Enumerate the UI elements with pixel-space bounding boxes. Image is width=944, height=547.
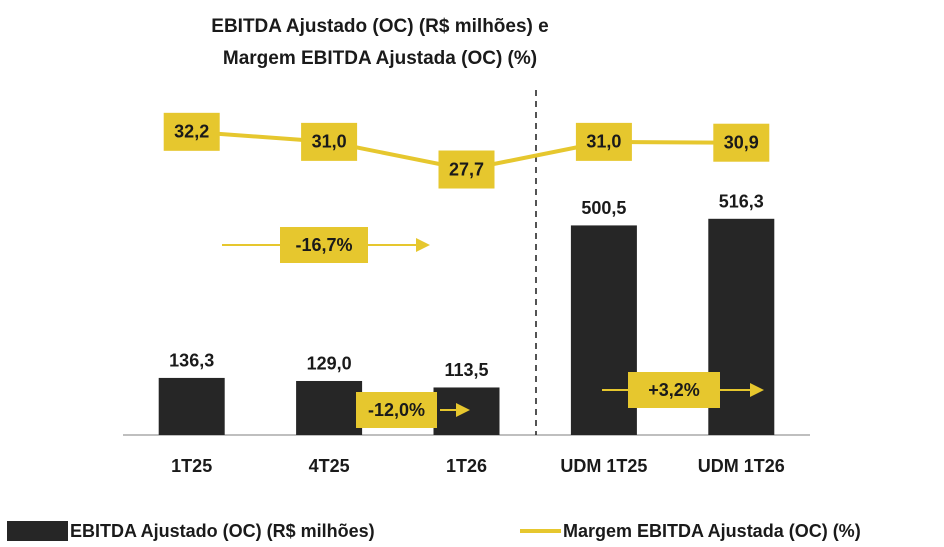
x-tick-label: 1T26 bbox=[446, 456, 487, 476]
bar bbox=[570, 225, 637, 435]
line-value-label: 32,2 bbox=[174, 122, 209, 142]
bar-value-label: 136,3 bbox=[169, 351, 214, 371]
annotation-box bbox=[356, 392, 437, 428]
line-value-label: 31,0 bbox=[586, 132, 621, 152]
value-box bbox=[301, 122, 358, 161]
chart-title: EBITDA Ajustado (OC) (R$ milhões) e bbox=[211, 16, 548, 37]
value-box bbox=[438, 150, 495, 189]
bar-value-label: 500,5 bbox=[581, 198, 626, 218]
line-value-label: 30,9 bbox=[724, 132, 759, 152]
legend-swatch bbox=[7, 521, 68, 541]
bar bbox=[158, 377, 225, 435]
x-tick-label: UDM 1T25 bbox=[560, 456, 647, 476]
line-value-label: 27,7 bbox=[449, 159, 484, 179]
legend-label: Margem EBITDA Ajustada (OC) (%) bbox=[563, 521, 861, 541]
chart-title: Margem EBITDA Ajustada (OC) (%) bbox=[223, 48, 537, 69]
value-box bbox=[713, 123, 770, 162]
annotation-box bbox=[628, 372, 720, 408]
annotation: -12,0% bbox=[368, 400, 425, 420]
annotation: +3,2% bbox=[648, 380, 700, 400]
x-tick-label: 1T25 bbox=[171, 456, 212, 476]
bar bbox=[296, 380, 363, 435]
value-box bbox=[163, 112, 220, 151]
x-tick-label: 4T25 bbox=[309, 456, 350, 476]
legend-label: EBITDA Ajustado (OC) (R$ milhões) bbox=[70, 521, 375, 541]
bar-value-label: 113,5 bbox=[444, 360, 488, 380]
x-tick-label: UDM 1T26 bbox=[698, 456, 785, 476]
bar-value-label: 516,3 bbox=[719, 192, 764, 212]
annotation: -16,7% bbox=[295, 235, 352, 255]
annotation-box bbox=[280, 227, 368, 263]
value-box bbox=[575, 122, 632, 161]
line-value-label: 31,0 bbox=[312, 132, 347, 152]
bar-value-label: 129,0 bbox=[307, 354, 352, 374]
annotation-arrowhead bbox=[750, 383, 764, 397]
annotation-arrowhead bbox=[456, 403, 470, 417]
annotation-arrowhead bbox=[416, 238, 430, 252]
